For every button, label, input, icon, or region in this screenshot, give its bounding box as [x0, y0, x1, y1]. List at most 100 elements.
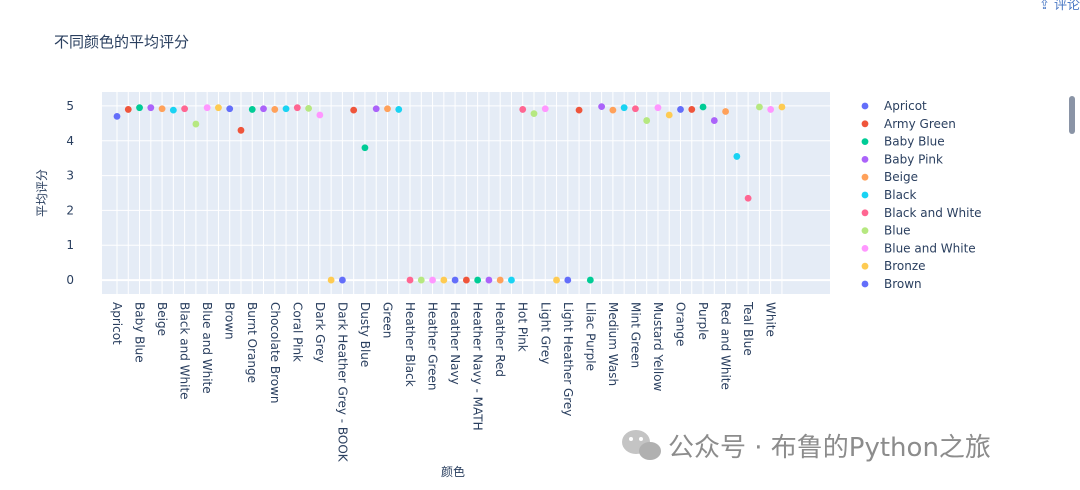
data-point[interactable]: [260, 105, 267, 113]
legend-item[interactable]: Beige: [861, 170, 918, 184]
x-tick-label: Heather Red: [493, 302, 507, 377]
data-point[interactable]: [316, 111, 324, 119]
data-point[interactable]: [575, 106, 583, 114]
data-point[interactable]: [586, 276, 594, 284]
data-point[interactable]: [632, 105, 639, 113]
x-tick-label: Blue and White: [200, 302, 214, 394]
data-point[interactable]: [451, 276, 459, 284]
data-point[interactable]: [688, 106, 696, 113]
data-point[interactable]: [519, 106, 527, 113]
data-point[interactable]: [350, 106, 358, 114]
legend-marker: [861, 227, 869, 235]
data-point[interactable]: [620, 104, 628, 112]
data-point[interactable]: [305, 104, 312, 112]
data-point[interactable]: [248, 106, 256, 113]
data-point[interactable]: [541, 105, 549, 113]
data-point[interactable]: [124, 106, 132, 113]
data-point[interactable]: [384, 105, 391, 113]
legend-item[interactable]: Baby Pink: [861, 152, 943, 166]
data-point[interactable]: [169, 106, 177, 114]
legend-item[interactable]: Brown: [861, 277, 922, 291]
x-tick-label: Red and White: [719, 302, 733, 390]
legend-label: Blue and White: [884, 241, 976, 255]
data-point[interactable]: [733, 153, 741, 160]
legend-marker: [861, 138, 869, 146]
y-tick-label: 4: [66, 134, 74, 148]
x-tick-label: Heather Black: [403, 302, 417, 387]
data-point[interactable]: [203, 104, 211, 112]
x-tick-label: Mint Green: [628, 302, 642, 368]
data-point[interactable]: [474, 276, 482, 284]
data-point[interactable]: [339, 276, 346, 284]
legend-item[interactable]: Black: [861, 188, 917, 202]
legend-item[interactable]: Blue and White: [861, 241, 976, 255]
legend-marker: [861, 280, 869, 288]
data-point[interactable]: [237, 126, 245, 134]
legend[interactable]: Apricot Army Green Baby Blue Baby Pink Beige…: [861, 99, 982, 291]
data-point[interactable]: [699, 103, 707, 111]
data-point[interactable]: [722, 108, 729, 115]
data-point[interactable]: [147, 104, 155, 112]
legend-item[interactable]: Apricot: [861, 99, 927, 113]
data-point[interactable]: [744, 194, 752, 202]
legend-item[interactable]: Bronze: [861, 259, 926, 273]
x-tick-label: Medium Wash: [606, 302, 620, 386]
data-point[interactable]: [508, 276, 515, 284]
data-point[interactable]: [767, 106, 775, 113]
data-point[interactable]: [654, 104, 662, 112]
x-tick-label: Heather Navy - MATH: [471, 302, 485, 431]
data-point[interactable]: [755, 103, 763, 111]
scrollbar[interactable]: [1069, 96, 1075, 134]
data-point[interactable]: [496, 276, 504, 284]
data-point[interactable]: [710, 117, 718, 124]
data-point[interactable]: [462, 276, 470, 284]
data-point[interactable]: [429, 276, 436, 284]
comment-link[interactable]: ⇪ 评论: [1038, 0, 1080, 13]
legend-item[interactable]: Baby Blue: [861, 135, 945, 149]
legend-marker: [861, 245, 869, 252]
legend-label: Beige: [884, 170, 918, 184]
data-point[interactable]: [609, 106, 617, 114]
data-point[interactable]: [113, 112, 121, 120]
data-point[interactable]: [417, 276, 425, 284]
data-point[interactable]: [372, 105, 380, 113]
x-tick-label: Purple: [696, 302, 710, 340]
legend-label: Brown: [884, 277, 922, 291]
y-tick-label: 2: [66, 203, 74, 217]
data-point[interactable]: [136, 104, 143, 112]
data-point[interactable]: [485, 276, 493, 284]
data-point[interactable]: [406, 276, 414, 284]
data-point[interactable]: [361, 144, 369, 152]
legend-label: Baby Pink: [884, 152, 943, 166]
x-tick-label: Light Heather Grey: [561, 302, 575, 416]
data-point[interactable]: [643, 117, 651, 124]
x-tick-label: Coral Pink: [290, 302, 304, 362]
data-point[interactable]: [677, 106, 684, 113]
data-point[interactable]: [181, 105, 189, 113]
data-point[interactable]: [778, 103, 786, 111]
legend-item[interactable]: Blue: [861, 224, 911, 238]
data-points[interactable]: [113, 103, 786, 284]
data-point[interactable]: [282, 105, 290, 113]
legend-item[interactable]: Army Green: [861, 117, 956, 131]
data-point[interactable]: [665, 111, 673, 119]
data-point[interactable]: [271, 106, 279, 113]
data-point[interactable]: [215, 104, 222, 112]
data-point[interactable]: [395, 106, 403, 113]
data-point[interactable]: [564, 276, 572, 284]
data-point[interactable]: [293, 104, 301, 112]
data-point[interactable]: [440, 276, 448, 284]
data-point[interactable]: [192, 120, 200, 128]
legend-label: Baby Blue: [884, 135, 945, 149]
data-point[interactable]: [553, 276, 560, 284]
data-point[interactable]: [327, 276, 335, 284]
data-point[interactable]: [158, 105, 166, 113]
legend-label: Black and White: [884, 206, 982, 220]
legend-item[interactable]: Black and White: [861, 206, 982, 220]
data-point[interactable]: [598, 103, 606, 111]
data-point[interactable]: [226, 105, 234, 113]
data-point[interactable]: [530, 110, 538, 117]
x-tick-label: Heather Navy: [448, 302, 462, 385]
x-tick-label: White: [764, 302, 778, 337]
